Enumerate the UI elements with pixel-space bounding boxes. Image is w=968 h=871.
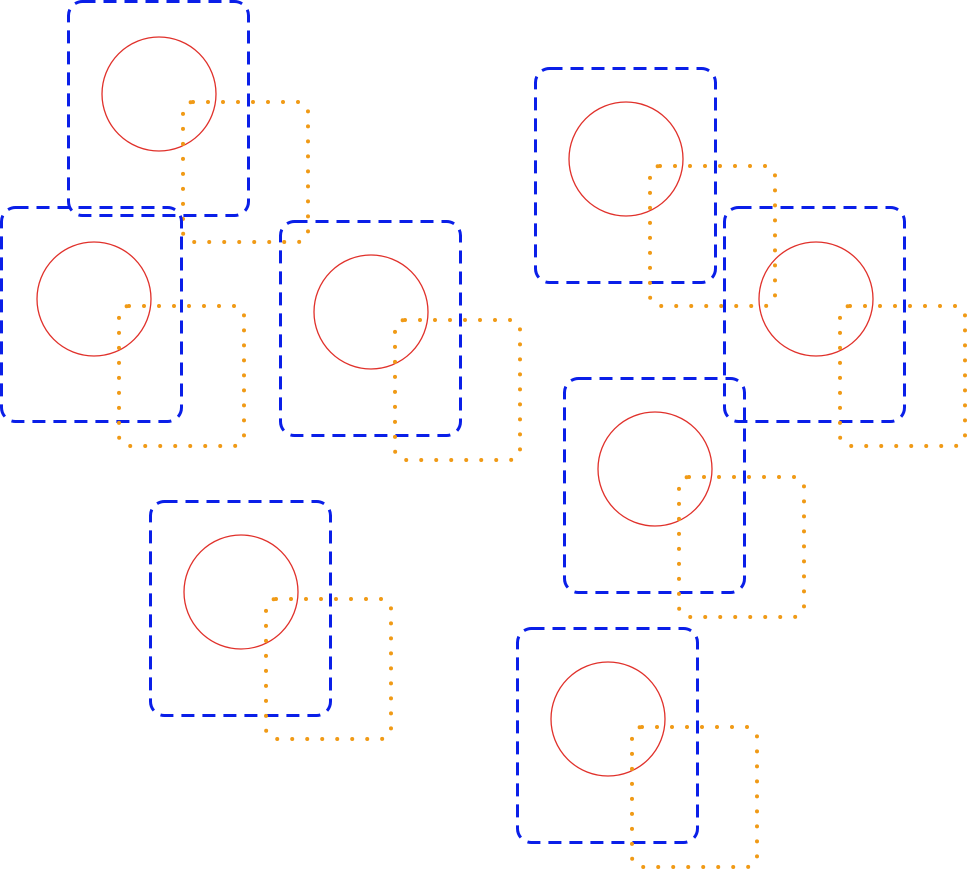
dashed-square xyxy=(723,206,906,423)
dashed-square xyxy=(67,0,250,217)
shape-group-6 xyxy=(723,206,967,448)
shape-group-8 xyxy=(516,627,759,869)
circle xyxy=(568,101,684,217)
dotted-square xyxy=(393,318,522,462)
circle xyxy=(183,534,299,650)
circle xyxy=(550,661,666,777)
dashed-square xyxy=(279,220,462,437)
circle xyxy=(758,241,874,357)
shape-group-4 xyxy=(149,500,393,741)
dashed-square xyxy=(534,67,717,284)
circle xyxy=(597,411,713,527)
shape-group-2 xyxy=(0,206,246,448)
shape-group-7 xyxy=(563,377,806,619)
dotted-square xyxy=(838,304,967,448)
shape-group-5 xyxy=(534,67,777,308)
dotted-square xyxy=(677,475,806,619)
dotted-square xyxy=(630,725,759,869)
dashed-square xyxy=(149,500,332,717)
dotted-square xyxy=(181,100,310,244)
dotted-square xyxy=(648,164,777,308)
shape-group-3 xyxy=(279,220,522,462)
dashed-square xyxy=(0,206,183,423)
shape-group-1 xyxy=(67,0,310,244)
dashed-square xyxy=(516,627,699,844)
circle xyxy=(313,254,429,370)
circle xyxy=(101,36,217,152)
dashed-square xyxy=(563,377,746,594)
dotted-square xyxy=(264,597,393,741)
circle xyxy=(36,241,152,357)
dotted-square xyxy=(117,304,246,448)
